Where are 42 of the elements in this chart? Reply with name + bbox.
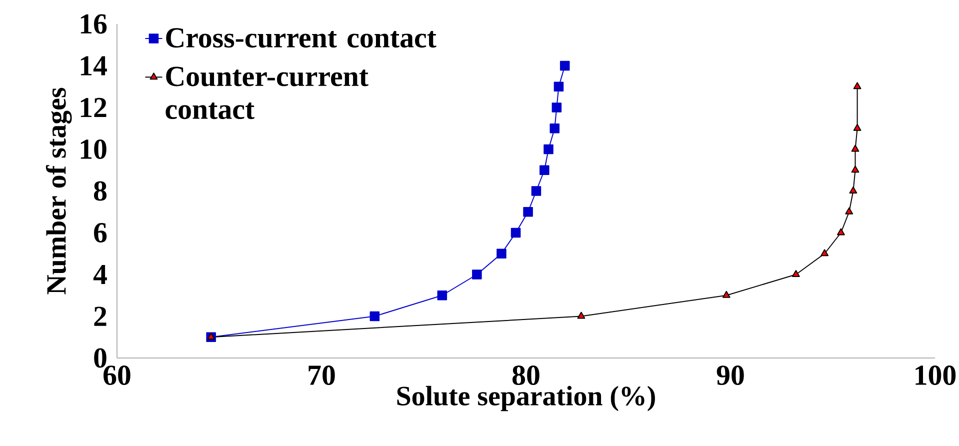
point bbox=[577, 312, 586, 319]
point bbox=[550, 123, 560, 134]
point bbox=[437, 290, 448, 300]
point bbox=[472, 270, 482, 280]
y-tick-label: 10 bbox=[80, 139, 106, 159]
y-tick-label: 2 bbox=[94, 306, 106, 326]
y-tick-label: 6 bbox=[94, 223, 107, 242]
x-tick-label: 100 bbox=[916, 366, 956, 386]
x-tick-label: 60 bbox=[104, 366, 130, 386]
y-tick-label: 8 bbox=[94, 181, 107, 201]
point bbox=[560, 60, 570, 71]
x-tick-label: 70 bbox=[308, 366, 335, 386]
point bbox=[853, 82, 862, 90]
x-axis-title: Solute separation (%) bbox=[397, 386, 655, 412]
point bbox=[496, 248, 506, 259]
point bbox=[851, 166, 860, 173]
point bbox=[792, 270, 800, 277]
x-tick-label: 90 bbox=[716, 366, 744, 386]
point bbox=[845, 207, 854, 214]
point bbox=[554, 82, 564, 92]
point bbox=[531, 186, 542, 196]
y-tick-label: 16 bbox=[80, 14, 107, 34]
point bbox=[722, 290, 730, 298]
point bbox=[510, 228, 521, 238]
point bbox=[851, 144, 860, 152]
y-axis-title: Number of stages bbox=[46, 88, 72, 294]
point bbox=[544, 144, 554, 154]
point bbox=[820, 249, 829, 256]
point bbox=[523, 206, 533, 217]
point bbox=[853, 124, 862, 131]
point bbox=[370, 311, 380, 322]
legend-label: Counter-current contact bbox=[166, 66, 368, 120]
y-tick-label: 12 bbox=[80, 98, 106, 118]
y-tick-label: 4 bbox=[93, 264, 107, 284]
point bbox=[552, 102, 562, 112]
legend-label: Cross-current contact bbox=[166, 28, 436, 48]
x-tick-label: 80 bbox=[512, 366, 540, 386]
point bbox=[836, 228, 845, 236]
y-tick-label: 0 bbox=[94, 348, 106, 368]
point bbox=[849, 186, 858, 194]
point bbox=[540, 165, 550, 176]
y-tick-label: 14 bbox=[80, 56, 107, 76]
